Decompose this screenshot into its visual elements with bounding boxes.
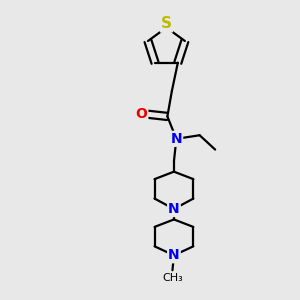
Text: CH₃: CH₃ [163, 273, 183, 283]
Text: S: S [161, 16, 172, 32]
Text: N: N [168, 248, 180, 262]
Text: O: O [136, 107, 147, 121]
Text: N: N [170, 132, 182, 146]
Text: N: N [168, 202, 180, 216]
